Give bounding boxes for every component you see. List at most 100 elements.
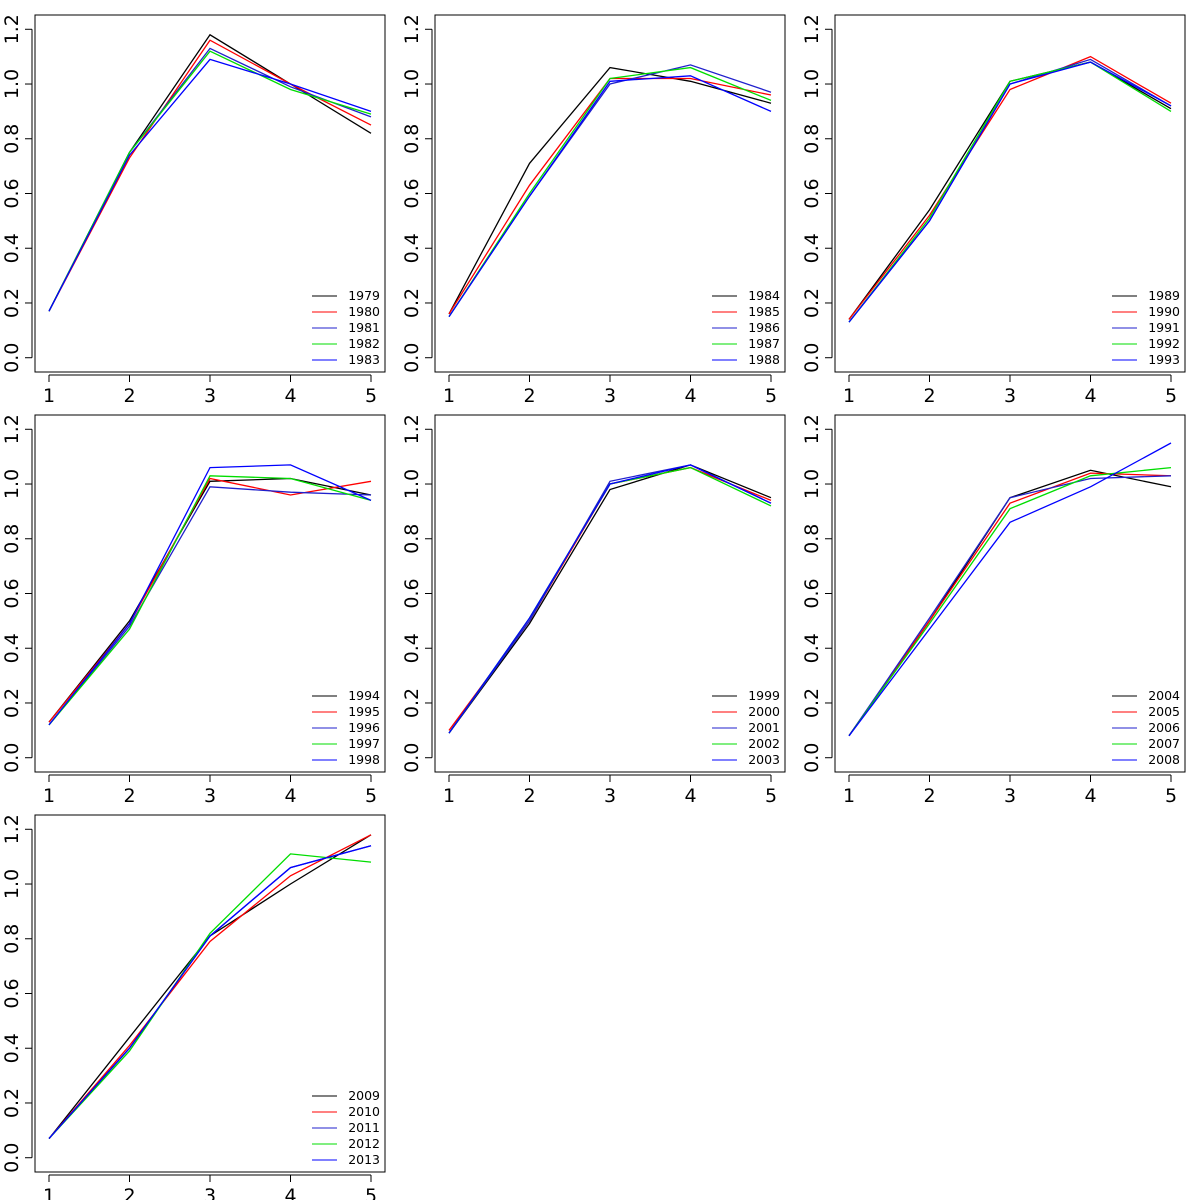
legend-label: 1980 <box>348 304 380 319</box>
y-tick-label: 0.4 <box>801 233 823 263</box>
x-tick-label: 4 <box>284 1185 296 1200</box>
series-line-1984 <box>448 66 772 315</box>
legend-label: 2003 <box>748 752 780 767</box>
legend-label: 2012 <box>348 1136 380 1151</box>
plot-frame <box>34 14 386 373</box>
legend-label: 1981 <box>348 320 380 335</box>
y-tick-label: 1.0 <box>1 469 23 499</box>
plot-frame <box>834 14 1186 373</box>
series-line-2013 <box>48 845 372 1140</box>
legend-label: 2013 <box>348 1152 380 1167</box>
y-tick-label: 0.8 <box>801 124 823 154</box>
x-tick-label: 1 <box>443 385 455 407</box>
series-line-2000 <box>448 466 772 731</box>
y-tick-label: 0.2 <box>1 1088 23 1118</box>
chart-panel-1: 1 2 3 4 50.00.20.40.60.81.01.219791980198119… <box>1 14 386 407</box>
legend-label: 1984 <box>748 288 780 303</box>
x-tick-label: 5 <box>765 385 777 407</box>
y-tick-label: 0.6 <box>1 978 23 1008</box>
legend-label: 2002 <box>748 736 780 751</box>
series-line-2010 <box>48 834 372 1140</box>
y-tick-label: 1.0 <box>1 869 23 899</box>
legend-label: 1979 <box>348 288 380 303</box>
y-tick-label: 1.2 <box>801 414 823 444</box>
y-tick-label: 0.4 <box>801 633 823 663</box>
y-tick-label: 1.2 <box>1 414 23 444</box>
y-tick-label: 1.0 <box>801 469 823 499</box>
series-line-1995 <box>48 477 372 723</box>
y-tick-label: 1.2 <box>401 414 423 444</box>
legend-label: 1994 <box>348 688 380 703</box>
x-tick-label: 4 <box>684 785 696 807</box>
y-tick-label: 0.0 <box>801 343 823 373</box>
series-line-2002 <box>448 466 772 734</box>
x-tick-label: 2 <box>123 385 135 407</box>
series-line-2012 <box>48 853 372 1140</box>
series-line-1992 <box>848 61 1172 323</box>
legend-label: 1989 <box>1148 288 1180 303</box>
y-tick-label: 0.4 <box>401 633 423 663</box>
series-line-1987 <box>448 66 772 318</box>
series-line-1983 <box>48 58 372 312</box>
series-line-1985 <box>448 77 772 315</box>
series-line-1993 <box>848 61 1172 323</box>
y-tick-label: 0.2 <box>401 288 423 318</box>
y-tick-label: 0.6 <box>401 578 423 608</box>
legend-label: 1992 <box>1148 336 1180 351</box>
chart-panel-7: 1 2 3 4 50.00.20.40.60.81.01.220092010201120… <box>1 814 386 1200</box>
x-tick-label: 3 <box>204 1185 216 1200</box>
y-tick-label: 0.0 <box>801 743 823 773</box>
y-tick-label: 1.0 <box>401 69 423 99</box>
series-line-1989 <box>848 61 1172 320</box>
legend-label: 1987 <box>748 336 780 351</box>
legend-label: 1986 <box>748 320 780 335</box>
y-tick-label: 0.2 <box>801 288 823 318</box>
y-tick-label: 0.4 <box>1 233 23 263</box>
x-tick-label: 3 <box>204 385 216 407</box>
y-tick-label: 0.0 <box>1 1143 23 1173</box>
x-tick-label: 5 <box>1165 785 1177 807</box>
y-tick-label: 0.6 <box>801 578 823 608</box>
y-tick-label: 0.6 <box>401 178 423 208</box>
chart-panel-6: 1 2 3 4 50.00.20.40.60.81.01.220042005200620… <box>801 414 1186 807</box>
y-tick-label: 0.0 <box>401 343 423 373</box>
y-tick-label: 0.8 <box>1 924 23 954</box>
y-tick-label: 0.6 <box>1 178 23 208</box>
y-tick-label: 1.2 <box>1 814 23 844</box>
series-line-2001 <box>448 464 772 734</box>
y-tick-label: 0.8 <box>1 124 23 154</box>
series-line-2007 <box>848 466 1172 737</box>
legend-label: 2011 <box>348 1120 380 1135</box>
series-line-2006 <box>848 475 1172 737</box>
y-tick-label: 0.2 <box>1 288 23 318</box>
x-tick-label: 2 <box>923 785 935 807</box>
series-line-2011 <box>48 845 372 1140</box>
legend-label: 1991 <box>1148 320 1180 335</box>
x-tick-label: 5 <box>365 385 377 407</box>
y-tick-label: 1.2 <box>1 14 23 44</box>
series-line-1994 <box>48 477 372 723</box>
series-line-2003 <box>448 464 772 734</box>
series-line-1997 <box>48 475 372 726</box>
y-tick-label: 0.8 <box>1 524 23 554</box>
legend-label: 2006 <box>1148 720 1180 735</box>
series-line-2009 <box>48 834 372 1140</box>
x-tick-label: 1 <box>43 1185 55 1200</box>
x-tick-label: 5 <box>365 1185 377 1200</box>
legend-label: 2009 <box>348 1088 380 1103</box>
legend-label: 1997 <box>348 736 380 751</box>
legend-label: 1993 <box>1148 352 1180 367</box>
y-tick-label: 0.0 <box>401 743 423 773</box>
x-tick-label: 1 <box>43 385 55 407</box>
y-tick-label: 0.0 <box>1 743 23 773</box>
legend-label: 1988 <box>748 352 780 367</box>
x-tick-label: 2 <box>923 385 935 407</box>
x-tick-label: 5 <box>765 785 777 807</box>
x-tick-label: 4 <box>284 785 296 807</box>
